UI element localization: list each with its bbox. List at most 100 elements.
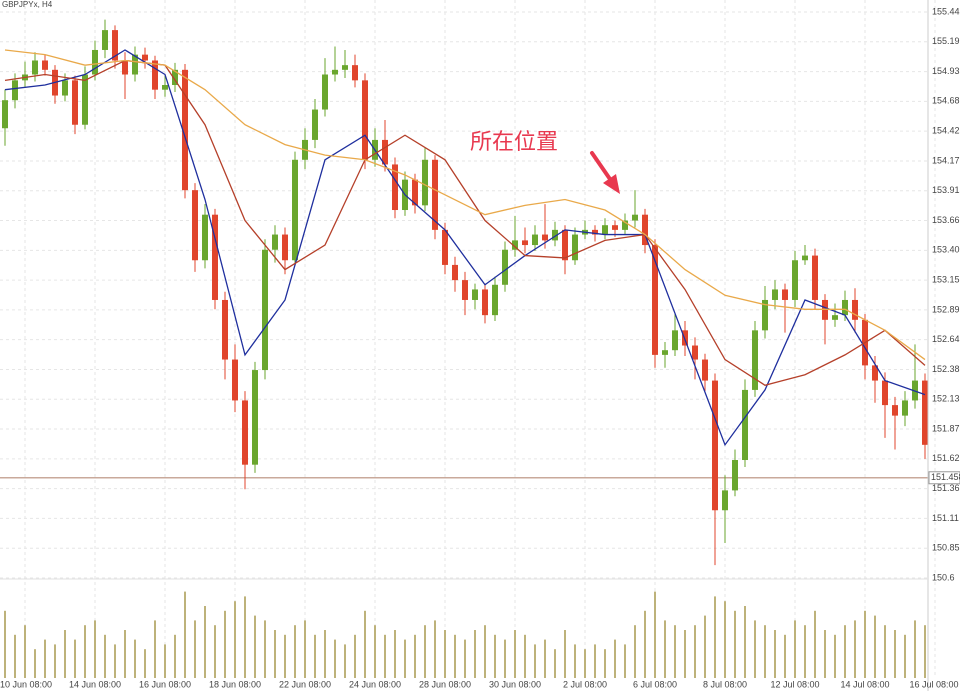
volume-bar [804, 625, 806, 678]
candle-body [292, 159, 298, 261]
candle-body [892, 405, 898, 416]
x-tick-label: 6 Jul 08:00 [633, 679, 677, 689]
candle-body [642, 214, 648, 246]
candle-body [812, 255, 818, 300]
candle-body [732, 460, 738, 491]
x-tick-label: 16 Jun 08:00 [139, 679, 191, 689]
candle-body [202, 214, 208, 261]
candle-body [232, 359, 238, 401]
symbol-label: GBPJPYx, H4 [2, 0, 53, 9]
volume-bar [724, 601, 726, 678]
annotation-arrow [590, 151, 620, 194]
y-tick-label: 151.11 [932, 513, 959, 523]
volume-bar [204, 606, 206, 678]
volume-bar [594, 644, 596, 678]
x-tick-label: 28 Jun 08:00 [419, 679, 471, 689]
volume-bar [504, 639, 506, 678]
candle-body [772, 289, 778, 300]
candle-body [342, 65, 348, 70]
candle-body [702, 359, 708, 381]
volume-bar [754, 620, 756, 678]
volume-bar [314, 634, 316, 678]
volume-bar [914, 620, 916, 678]
volume-bar [924, 625, 926, 678]
candle-body [252, 370, 258, 465]
volume-bar [684, 630, 686, 678]
volume-bar [514, 630, 516, 678]
candle-body [522, 240, 528, 246]
volume-bar [284, 634, 286, 678]
candle-body [742, 389, 748, 461]
x-tick-label: 24 Jun 08:00 [349, 679, 401, 689]
candle-body [472, 289, 478, 300]
y-tick-label: 155.445 [932, 6, 960, 16]
volume-bar [604, 649, 606, 678]
volume-bar [524, 634, 526, 678]
x-tick-label: 22 Jun 08:00 [279, 679, 331, 689]
volume-bar [554, 649, 556, 678]
volume-bar [874, 615, 876, 678]
volume-bar [94, 620, 96, 678]
volume-bar [164, 644, 166, 678]
volume-bar [764, 625, 766, 678]
y-tick-label: 154.68 [932, 96, 960, 106]
candle-body [182, 69, 188, 191]
volume-bar [334, 639, 336, 678]
current-price-label: 151.458 [931, 472, 960, 482]
candle-body [212, 214, 218, 300]
volume-bar [534, 644, 536, 678]
volume-bar [814, 610, 816, 678]
volume-bar [254, 615, 256, 678]
candle-body [122, 60, 128, 75]
candle-body [752, 330, 758, 390]
volume-bar [394, 630, 396, 678]
candle-body [72, 80, 78, 125]
volume-bar [324, 630, 326, 678]
candle-body [132, 54, 138, 75]
candle-body [422, 159, 428, 206]
candle-body [332, 69, 338, 75]
ma-layer [4, 49, 926, 447]
moving-average-line [4, 49, 926, 447]
volume-bar [304, 620, 306, 678]
grid-layer [0, 0, 936, 678]
volume-bar [894, 630, 896, 678]
volume-bar [354, 634, 356, 678]
volume-bar [34, 649, 36, 678]
candle-body [512, 240, 518, 250]
volume-bar [584, 649, 586, 678]
y-tick-label: 152.385 [932, 364, 960, 374]
volume-bar [544, 639, 546, 678]
x-tick-label: 14 Jul 08:00 [840, 679, 889, 689]
candle-body [572, 234, 578, 261]
volume-bar [644, 610, 646, 678]
candle-body [872, 365, 878, 381]
volume-bar [374, 625, 376, 678]
volume-bar [414, 634, 416, 678]
y-tick-label: 154.425 [932, 126, 960, 136]
candle-body [622, 220, 628, 230]
volume-bar [264, 620, 266, 678]
current-price-box [928, 471, 960, 485]
y-tick-label: 155.19 [932, 36, 960, 46]
candle-body [842, 299, 848, 316]
volume-bar [294, 625, 296, 678]
volume-bar [124, 630, 126, 678]
candle-body [762, 299, 768, 331]
candle-body [352, 65, 358, 81]
volume-bar [44, 639, 46, 678]
volume-bar [714, 596, 716, 678]
candle-body [492, 284, 498, 316]
volume-bar [654, 591, 656, 678]
candle-body [2, 100, 8, 129]
candle-body [172, 69, 178, 86]
volume-bar [744, 606, 746, 678]
volume-bar [404, 639, 406, 678]
volume-bar [154, 620, 156, 678]
candle-body [362, 80, 368, 160]
y-tick-label: 152.64 [932, 334, 960, 344]
candle-body [152, 60, 158, 90]
candle-body [832, 315, 838, 320]
volume-bar [114, 644, 116, 678]
